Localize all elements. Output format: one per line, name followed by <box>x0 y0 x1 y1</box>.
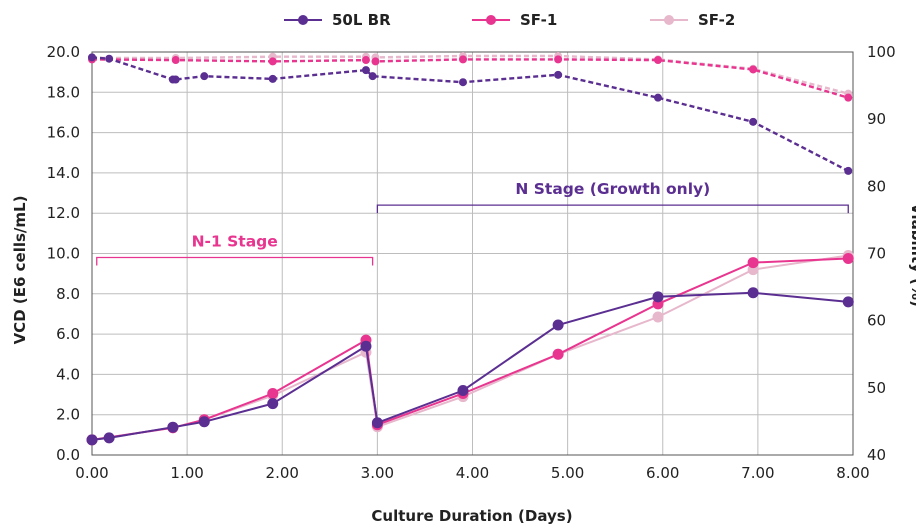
vcd-point <box>267 398 279 410</box>
vcd-point <box>167 421 179 433</box>
x-tick-label: 7.00 <box>741 464 774 482</box>
y-axis-title: VCD (E6 cells/mL) <box>11 196 29 345</box>
y-tick-label: 20.0 <box>47 43 80 61</box>
y-tick-label: 0.0 <box>56 446 80 464</box>
vcd-point <box>747 287 759 299</box>
y-tick-label: 12.0 <box>47 204 80 222</box>
vcd-point <box>552 319 564 331</box>
legend-marker <box>664 15 674 25</box>
stage-bracket <box>96 256 374 266</box>
viability-point <box>749 117 758 126</box>
x-tick-label: 8.00 <box>836 464 869 482</box>
vcd-point <box>371 417 383 429</box>
legend: 50L BR SF-1 SF-2 <box>284 11 735 29</box>
series-50l-br <box>86 53 854 446</box>
x-tick-label: 3.00 <box>361 464 394 482</box>
vcd-point <box>747 257 759 269</box>
x-axis-title: Culture Duration (Days) <box>371 507 572 525</box>
legend-item: 50L BR <box>284 11 391 29</box>
y-tick-label: 6.0 <box>56 325 80 343</box>
x-tick-label: 4.00 <box>456 464 489 482</box>
viability-line <box>92 54 849 95</box>
viability-point <box>844 93 853 102</box>
legend-label: 50L BR <box>332 11 391 29</box>
vcd-point <box>652 291 664 303</box>
viability-point <box>554 70 563 79</box>
y-tick-label: 14.0 <box>47 164 80 182</box>
y2-tick-label: 90 <box>867 110 886 128</box>
viability-point <box>653 56 662 65</box>
vcd-line <box>91 291 849 441</box>
viability-point <box>171 75 180 84</box>
y2-tick-label: 80 <box>867 177 886 195</box>
legend-label: SF-1 <box>520 11 557 29</box>
viability-point <box>554 55 563 64</box>
tick-labels: 0.00 1.00 2.00 3.00 4.00 5.00 6.00 7.00 8.00 0.0 2… <box>47 43 896 482</box>
vcd-point <box>267 388 279 400</box>
stage-label: N-1 Stage <box>192 233 278 251</box>
y2-tick-label: 70 <box>867 245 886 263</box>
vcd-point <box>360 340 372 352</box>
series-lines <box>86 52 854 446</box>
vcd-point <box>652 311 664 323</box>
stage-annotations: N-1 Stage N Stage (Growth only) <box>96 180 849 266</box>
vcd-point <box>842 296 854 308</box>
viability-point <box>749 65 758 74</box>
x-tick-label: 5.00 <box>551 464 584 482</box>
gridlines <box>92 52 853 455</box>
legend-marker <box>486 15 496 25</box>
legend-marker <box>298 15 308 25</box>
y-tick-label: 8.0 <box>56 285 80 303</box>
vcd-point <box>103 432 115 444</box>
viability-point <box>458 55 467 64</box>
vcd-point <box>198 416 210 428</box>
y-tick-label: 16.0 <box>47 124 80 142</box>
stage-bracket <box>376 204 849 214</box>
x-tick-label: 2.00 <box>266 464 299 482</box>
y2-tick-label: 50 <box>867 379 886 397</box>
viability-point <box>361 56 370 65</box>
vcd-point <box>552 348 564 360</box>
y2-axis-title: Viability (%) <box>908 203 916 307</box>
viability-point <box>88 53 96 62</box>
legend-label: SF-2 <box>698 11 735 29</box>
x-tick-label: 0.00 <box>75 464 108 482</box>
viability-point <box>268 57 277 66</box>
legend-item: SF-2 <box>650 11 735 29</box>
y-tick-label: 2.0 <box>56 406 80 424</box>
vcd-point <box>86 434 98 446</box>
vcd-point <box>842 253 854 265</box>
y-tick-label: 10.0 <box>47 245 80 263</box>
stage-label: N Stage (Growth only) <box>515 180 710 198</box>
viability-point <box>171 56 180 65</box>
y2-tick-label: 100 <box>867 43 896 61</box>
y-tick-label: 18.0 <box>47 83 80 101</box>
y2-tick-label: 40 <box>867 446 886 464</box>
viability-point <box>200 72 209 81</box>
viability-point <box>653 93 662 102</box>
viability-line <box>91 58 849 99</box>
vcd-point <box>457 385 469 397</box>
vcd-line <box>91 257 849 441</box>
viability-point <box>458 78 467 87</box>
vcd-line <box>91 254 849 441</box>
viability-point <box>371 57 380 66</box>
viability-point <box>268 74 277 83</box>
y-tick-label: 4.0 <box>56 365 80 383</box>
viability-point <box>105 54 114 63</box>
x-tick-label: 6.00 <box>646 464 679 482</box>
viability-point <box>844 166 853 175</box>
x-tick-label: 1.00 <box>170 464 203 482</box>
y2-tick-label: 60 <box>867 312 886 330</box>
viability-point <box>361 66 370 75</box>
legend-item: SF-1 <box>472 11 557 29</box>
viability-point <box>368 72 377 81</box>
